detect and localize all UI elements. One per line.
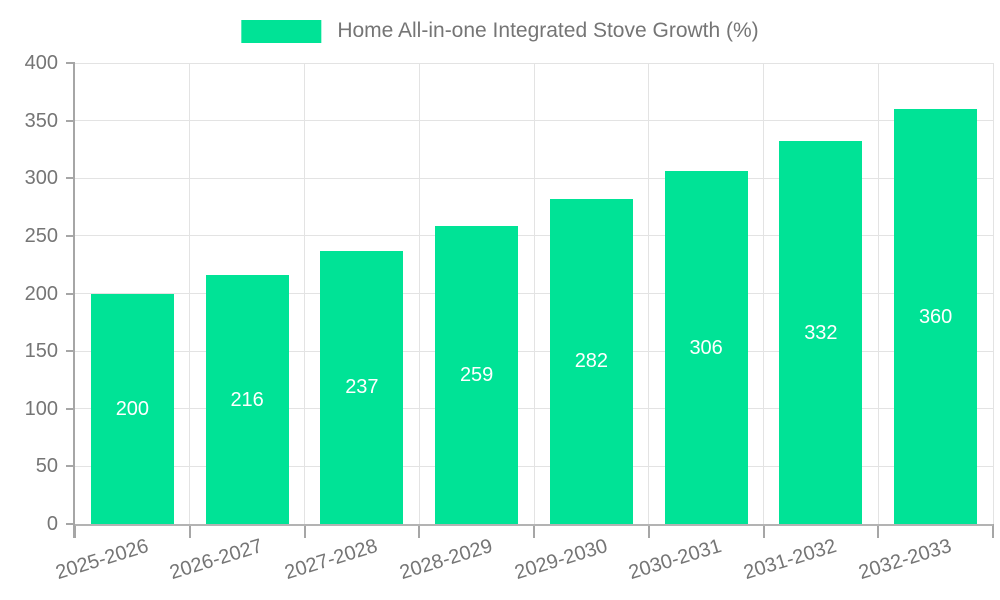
y-axis-label: 100 [24, 397, 58, 420]
gridline-vertical [763, 63, 764, 524]
x-axis-tick [188, 524, 191, 538]
x-axis-label: 2032-2033 [856, 535, 955, 585]
bar[interactable] [664, 171, 748, 524]
x-axis-label: 2028-2029 [397, 535, 496, 585]
x-axis-tick [762, 524, 765, 538]
y-axis-label: 250 [24, 224, 58, 247]
y-axis-tick [66, 177, 75, 180]
x-axis-line [75, 524, 993, 526]
bar-value-label: 360 [918, 305, 953, 328]
bar[interactable] [320, 250, 404, 524]
x-axis-label: 2031-2032 [741, 535, 840, 585]
y-axis-label: 0 [46, 513, 58, 535]
y-axis-label: 300 [24, 167, 58, 190]
y-axis-label: 50 [35, 455, 58, 478]
bar-value-label: 216 [230, 388, 264, 411]
y-axis-tick [66, 350, 75, 353]
x-axis-label: 2030-2031 [626, 535, 725, 585]
legend-label: Home All-in-one Integrated Stove Growth … [337, 19, 759, 42]
x-axis-tick [418, 524, 421, 538]
x-axis-tick [533, 524, 535, 538]
x-axis-label: 2025-2026 [52, 535, 151, 585]
bar-value-label: 259 [459, 363, 494, 386]
bar[interactable] [549, 198, 633, 524]
bar[interactable] [205, 275, 289, 524]
gridline-vertical [418, 63, 420, 524]
gridline-vertical [533, 63, 535, 524]
bar-value-label: 282 [574, 350, 609, 373]
y-axis-tick [66, 407, 75, 410]
y-axis-label: 350 [24, 109, 58, 132]
x-axis-tick [303, 524, 306, 538]
y-axis-label: 150 [24, 340, 58, 363]
bar-value-label: 332 [804, 321, 838, 344]
y-axis-label: 200 [24, 282, 58, 305]
bar-value-label: 200 [115, 397, 150, 420]
gridline-vertical [992, 63, 994, 524]
y-axis-label: 400 [24, 52, 58, 74]
gridline-vertical [304, 63, 305, 524]
y-axis-tick [66, 62, 75, 64]
y-axis-tick [66, 234, 75, 237]
y-axis-line [73, 63, 75, 538]
x-axis-label: 2027-2028 [282, 535, 381, 585]
bar-value-label: 306 [689, 336, 723, 359]
legend-item[interactable]: Home All-in-one Integrated Stove Growth … [241, 19, 759, 43]
bar[interactable] [779, 141, 863, 524]
gridline-vertical [648, 63, 650, 524]
y-axis-tick [66, 465, 75, 468]
y-axis-tick [66, 119, 75, 122]
bar[interactable] [894, 109, 978, 524]
x-axis-tick [877, 524, 880, 538]
x-axis-label: 2029-2030 [511, 535, 610, 585]
y-axis-tick [66, 292, 75, 295]
x-axis-label: 2026-2027 [167, 535, 266, 585]
x-axis-tick [992, 524, 994, 538]
x-axis-tick [74, 524, 76, 538]
y-axis-tick [66, 523, 75, 525]
x-axis-tick [647, 524, 650, 538]
gridline-vertical [189, 63, 191, 524]
bar[interactable] [435, 225, 519, 524]
legend-swatch [241, 19, 322, 43]
bar-value-label: 237 [345, 376, 379, 399]
bar[interactable] [90, 293, 174, 524]
gridline-vertical [877, 63, 879, 524]
